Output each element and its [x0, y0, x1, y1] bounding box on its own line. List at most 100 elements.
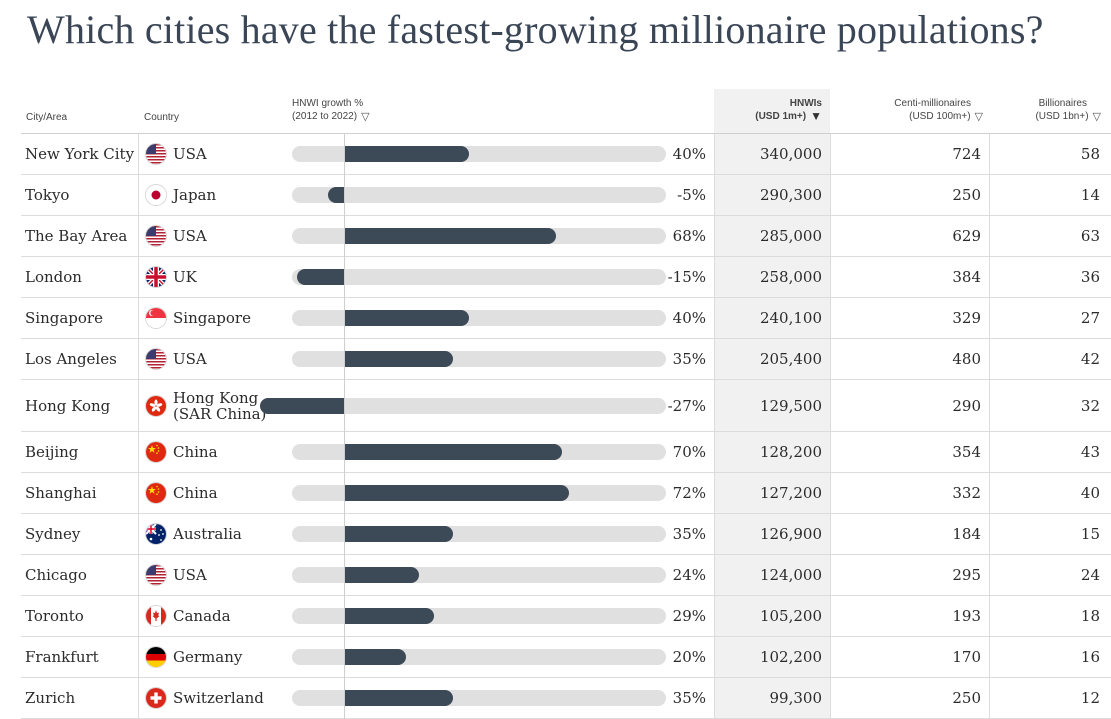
growth-value: 40%: [672, 309, 706, 327]
billionaire-count: 63: [1080, 227, 1100, 245]
table-row: Shanghai China 72% 127,200 332 40: [21, 473, 1111, 514]
header-city[interactable]: City/Area: [26, 112, 68, 123]
sort-icon[interactable]: ▽: [1092, 111, 1101, 123]
column-divider: [138, 473, 139, 513]
growth-bar: [344, 228, 557, 244]
city-name: The Bay Area: [25, 227, 128, 245]
growth-bar: [344, 310, 469, 326]
column-divider: [830, 380, 831, 431]
column-divider: [138, 134, 139, 174]
header-growth-label: HNWI growth %: [292, 98, 364, 109]
hnwi-count: 105,200: [759, 607, 822, 625]
column-divider: [830, 514, 831, 554]
column-divider: [830, 555, 831, 595]
column-divider: [989, 380, 990, 431]
column-divider: [714, 298, 715, 338]
centi-millionaire-count: 332: [952, 484, 981, 502]
column-divider: [138, 216, 139, 256]
city-name: Hong Kong: [25, 396, 111, 415]
header-hnwi-sublabel: (USD 1m+): [755, 111, 807, 122]
header-growth[interactable]: HNWI growth % (2012 to 2022) ▽: [292, 97, 370, 124]
table-row: Zurich Switzerland 35% 99,300 250 12: [21, 678, 1111, 719]
page-title: Which cities have the fastest-growing mi…: [27, 7, 1044, 52]
column-divider: [138, 596, 139, 636]
column-divider: [989, 473, 990, 513]
city-name: Beijing: [25, 443, 79, 461]
header-country[interactable]: Country: [144, 112, 180, 123]
table-row: London UK -15% 258,000 384 36: [21, 257, 1111, 298]
country-name: USA: [173, 227, 207, 245]
city-name: Tokyo: [25, 186, 70, 204]
city-name: Frankfurt: [25, 648, 99, 666]
column-divider: [138, 380, 139, 431]
centi-millionaire-count: 250: [952, 689, 981, 707]
billionaire-count: 27: [1080, 309, 1100, 327]
column-divider: [138, 637, 139, 677]
country-name: UK: [173, 268, 197, 286]
column-divider: [989, 596, 990, 636]
growth-track: [292, 269, 666, 285]
centi-millionaire-count: 295: [952, 566, 981, 584]
header-hnwi[interactable]: HNWIs (USD 1m+) ▼: [755, 97, 822, 123]
column-divider: [714, 555, 715, 595]
column-divider: [989, 298, 990, 338]
hnwi-count: 340,000: [759, 145, 822, 163]
header-centi[interactable]: Centi-millionaires (USD 100m+) ▽: [894, 97, 983, 124]
column-divider: [138, 257, 139, 297]
centi-millionaire-count: 170: [952, 648, 981, 666]
column-divider: [830, 473, 831, 513]
centi-millionaire-count: 384: [952, 268, 981, 286]
column-divider: [138, 298, 139, 338]
column-divider: [138, 555, 139, 595]
table-row: Singapore Singapore 40% 240,100 329 27: [21, 298, 1111, 339]
column-divider: [714, 637, 715, 677]
growth-value: 24%: [672, 566, 706, 584]
sort-icon[interactable]: ▽: [974, 111, 983, 123]
city-name: Zurich: [25, 689, 76, 707]
column-divider: [830, 257, 831, 297]
usa-flag-icon: [145, 348, 167, 370]
growth-bar: [344, 351, 454, 367]
china-flag-icon: [145, 482, 167, 504]
hnwi-count: 102,200: [759, 648, 822, 666]
city-name: New York City: [25, 145, 135, 163]
column-divider: [830, 432, 831, 472]
column-divider: [989, 432, 990, 472]
country-name: Switzerland: [173, 689, 264, 707]
billionaire-count: 16: [1080, 648, 1100, 666]
japan-flag-icon: [145, 184, 167, 206]
growth-bar: [344, 608, 435, 624]
growth-bar: [344, 567, 419, 583]
hnwi-count: 126,900: [759, 525, 822, 543]
growth-value: 35%: [672, 689, 706, 707]
column-divider: [830, 596, 831, 636]
centi-millionaire-count: 184: [952, 525, 981, 543]
hnwi-count: 205,400: [759, 350, 822, 368]
column-divider: [138, 432, 139, 472]
billionaire-count: 43: [1080, 443, 1100, 461]
usa-flag-icon: [145, 225, 167, 247]
city-name: Sydney: [25, 525, 81, 543]
hnwi-count: 129,500: [759, 396, 822, 415]
hongkong-flag-icon: [145, 394, 167, 417]
centi-millionaire-count: 290: [952, 396, 981, 415]
billionaire-count: 18: [1080, 607, 1100, 625]
growth-value: -5%: [677, 186, 706, 204]
city-name: Singapore: [25, 309, 103, 327]
country-name: USA: [173, 566, 207, 584]
table-row: Toronto Canada 29% 105,200 193 18: [21, 596, 1111, 637]
header-centi-sublabel: (USD 100m+): [909, 111, 971, 122]
sort-active-icon[interactable]: ▼: [810, 109, 822, 123]
hnwi-count: 99,300: [769, 689, 823, 707]
table-row: Tokyo Japan -5% 290,300 250 14: [21, 175, 1111, 216]
column-divider: [830, 175, 831, 215]
column-divider: [989, 257, 990, 297]
country-name: Australia: [173, 525, 242, 543]
column-divider: [714, 216, 715, 256]
column-divider: [714, 432, 715, 472]
column-divider: [989, 678, 990, 718]
header-billionaires[interactable]: Billionaires (USD 1bn+) ▽: [1035, 97, 1101, 124]
china-flag-icon: [145, 441, 167, 463]
sort-icon[interactable]: ▽: [361, 111, 370, 123]
country-name: Japan: [173, 186, 217, 204]
